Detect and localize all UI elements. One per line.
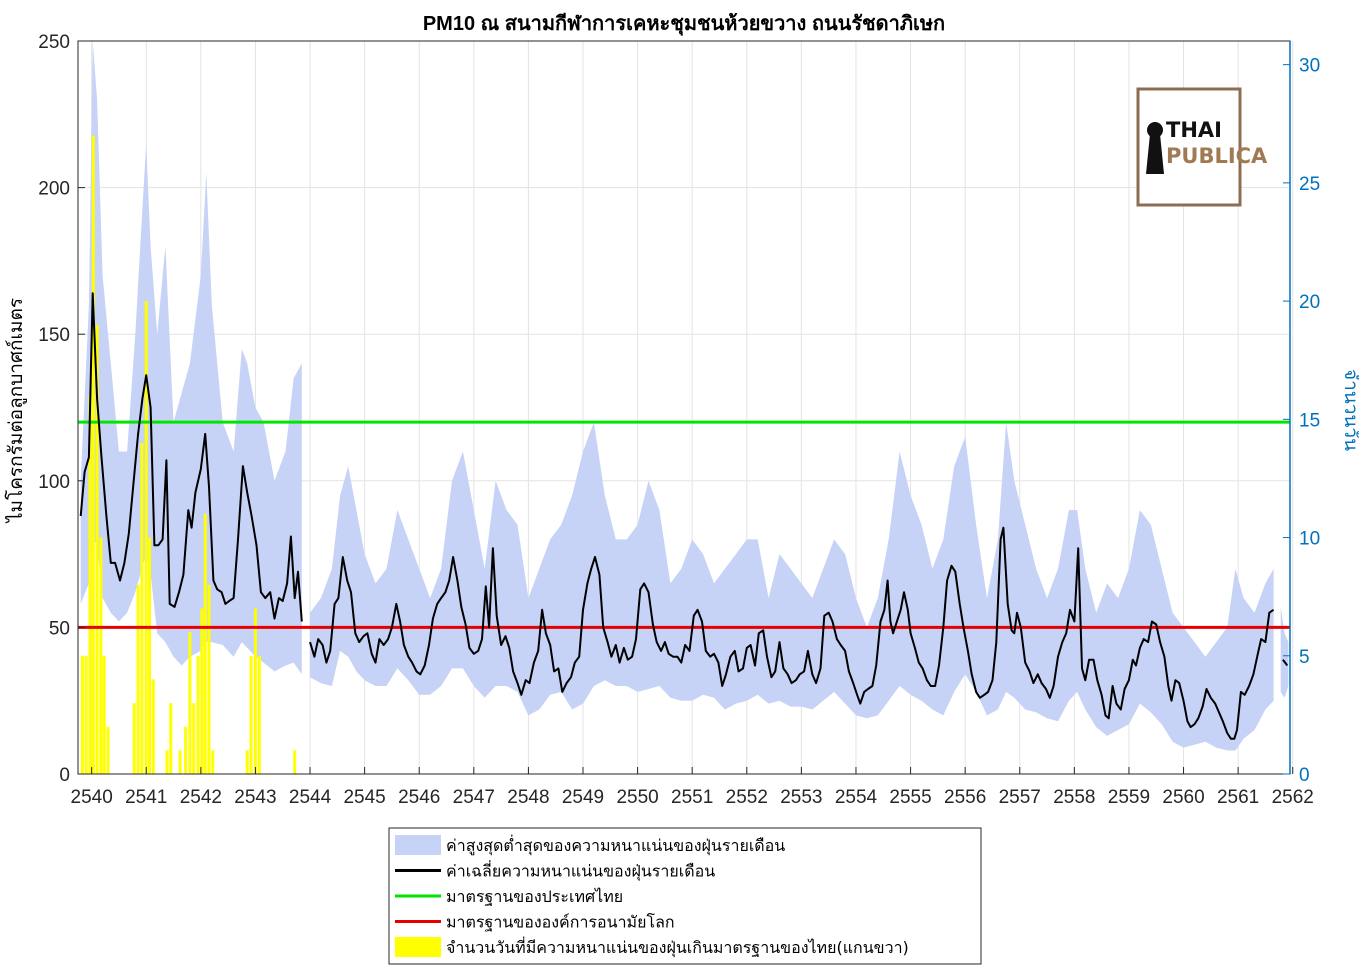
exceed-days-bar — [91, 135, 95, 775]
exceed-days-bar — [203, 513, 207, 774]
mean-line-segment — [79, 292, 303, 622]
legend-label: ค่าสูงสุดต่ำสุดของความหนาแน่นของฝุ่นรายเ… — [446, 834, 785, 856]
exceed-days-bar — [151, 679, 155, 774]
y-right-tick-label: 5 — [1299, 647, 1310, 668]
mean-line — [79, 292, 1289, 740]
x-tick-label: 2560 — [1162, 787, 1204, 808]
legend-swatch — [395, 937, 441, 957]
x-tick-label: 2546 — [398, 787, 440, 808]
x-tick-label: 2554 — [835, 787, 878, 808]
x-tick-label: 2551 — [671, 787, 713, 808]
x-tick-label: 2541 — [125, 787, 167, 808]
x-tick-label: 2558 — [1053, 787, 1095, 808]
legend-box — [388, 827, 982, 965]
logo-line1: THAI — [1166, 118, 1222, 142]
exceed-days-bar — [178, 750, 182, 774]
exceed-days-bar — [102, 655, 106, 774]
exceed-days-bar — [136, 584, 140, 774]
exceed-days-bar — [245, 750, 249, 774]
exceed-days-bar — [132, 703, 136, 774]
x-tick-label: 2555 — [889, 787, 931, 808]
exceed-days-bar — [253, 608, 257, 774]
exceed-days-bar — [188, 632, 192, 774]
thai-publica-logo: THAI PUBLICA — [1136, 87, 1268, 207]
y-tick-label: 250 — [38, 32, 70, 53]
x-tick-label: 2559 — [1108, 787, 1150, 808]
x-tick-label: 2540 — [71, 787, 113, 808]
exceed-days-bar — [200, 608, 204, 774]
exceed-days-bar — [95, 324, 99, 774]
exceed-days-bar — [148, 537, 151, 774]
standard-lines — [78, 420, 1290, 629]
exceed-days-bar — [211, 750, 215, 774]
exceed-days-bar — [207, 584, 211, 774]
exceed-days-bar — [249, 655, 253, 774]
exceed-days-bar — [144, 301, 148, 774]
keyhole-stem-icon — [1146, 134, 1164, 174]
legend-label: มาตรฐานของประเทศไทย — [446, 887, 623, 906]
exceed-days-bar — [84, 655, 88, 774]
x-tick-label: 2545 — [343, 787, 385, 808]
y-tick-label: 200 — [38, 179, 70, 200]
x-tick-label: 2544 — [289, 787, 332, 808]
legend: ค่าสูงสุดต่ำสุดของความหนาแน่นของฝุ่นรายเ… — [388, 827, 982, 965]
chart-title: PM10 ณ สนามกีฬาการเคหะชุมชนห้วยขวาง ถนนร… — [423, 12, 945, 36]
exceed-days-bar — [192, 703, 196, 774]
y-right-tick-label: 0 — [1299, 765, 1310, 786]
x-tick-label: 2543 — [234, 787, 276, 808]
mean-line-segment — [1282, 659, 1289, 667]
y-tick-label: 0 — [59, 765, 70, 786]
x-tick-label: 2557 — [999, 787, 1041, 808]
exceed-days-bar — [184, 726, 188, 774]
x-axis-ticks: 2540 2541 2542 2543 2544 2545 2546 2547 2548 2549… — [71, 767, 1314, 808]
exceed-days-bars — [80, 135, 297, 775]
x-tick-label: 2561 — [1217, 787, 1259, 808]
exceed-days-bar — [169, 703, 173, 774]
logo-line2: PUBLICA — [1166, 144, 1268, 168]
x-tick-label: 2548 — [507, 787, 549, 808]
x-tick-label: 2556 — [944, 787, 986, 808]
y-axis-ticks: 0 50 100 150 200 250 — [38, 32, 85, 786]
exceed-days-bar — [88, 395, 92, 774]
exceed-days-bar — [196, 655, 200, 774]
x-tick-label: 2552 — [726, 787, 768, 808]
x-tick-label: 2550 — [616, 787, 658, 808]
legend-swatch — [395, 835, 441, 855]
y-right-tick-label: 25 — [1299, 174, 1320, 195]
range-band — [80, 41, 1289, 751]
plot-area — [77, 40, 1294, 775]
y-tick-label: 100 — [38, 472, 70, 493]
y-tick-label: 150 — [38, 325, 70, 346]
exceed-days-bar — [140, 443, 144, 774]
legend-label: ค่าเฉลี่ยความหนาแน่นของฝุ่นรายเดือน — [446, 860, 715, 882]
y-right-tick-label: 20 — [1299, 292, 1320, 313]
range-band-area — [80, 41, 302, 675]
exceed-days-bar — [257, 655, 261, 774]
y-right-axis-label: จำนวนวัน — [1340, 369, 1359, 451]
range-band-area — [310, 422, 1274, 751]
range-band-area — [1280, 606, 1289, 698]
x-tick-label: 2542 — [180, 787, 222, 808]
exceed-days-bar — [165, 750, 169, 774]
exceed-days-bar — [80, 655, 84, 774]
y-axis-label: ไมโครกรัมต่อลูกบาศก์เมตร — [4, 298, 27, 524]
y-right-tick-label: 15 — [1299, 410, 1320, 431]
legend-label: จำนวนวันที่มีความหนาแน่นของฝุ่นเกินมาตรฐ… — [446, 936, 909, 958]
exceed-days-bar — [106, 726, 110, 774]
exceed-days-bar — [99, 537, 103, 774]
mean-line-segment — [309, 526, 1275, 740]
legend-label: มาตรฐานขององค์การอนามัยโลก — [446, 913, 675, 932]
x-tick-label: 2553 — [780, 787, 822, 808]
y-right-tick-label: 10 — [1299, 529, 1320, 550]
exceed-days-bar — [293, 750, 297, 774]
x-tick-label: 2549 — [562, 787, 604, 808]
y-right-tick-label: 30 — [1299, 56, 1320, 77]
x-tick-label: 2547 — [453, 787, 495, 808]
y-tick-label: 50 — [49, 618, 70, 639]
y-right-axis-ticks: 0 5 10 15 20 25 30 — [1283, 41, 1320, 786]
x-tick-label: 2562 — [1272, 787, 1314, 808]
